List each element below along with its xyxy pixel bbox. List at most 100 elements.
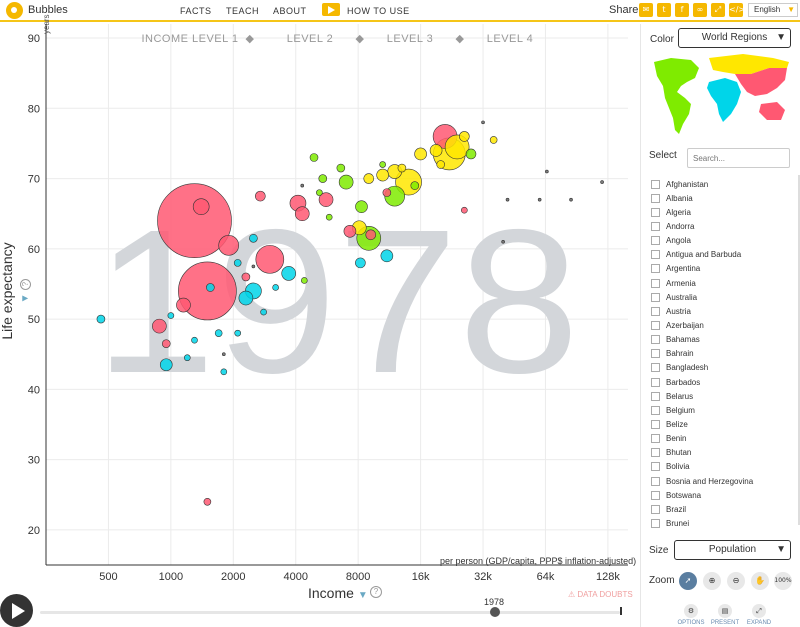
- country-bubble[interactable]: [234, 329, 241, 337]
- country-bubble[interactable]: [96, 314, 106, 324]
- country-bubble[interactable]: [260, 308, 267, 316]
- country-bubble[interactable]: [220, 368, 228, 376]
- country-list-item[interactable]: Antigua and Barbuda: [651, 248, 799, 262]
- country-checkbox[interactable]: [651, 490, 660, 500]
- country-list-item[interactable]: Bahrain: [651, 347, 799, 361]
- country-bubble[interactable]: [191, 336, 198, 344]
- country-list-item[interactable]: Albania: [651, 191, 799, 205]
- country-bubble[interactable]: [459, 131, 470, 142]
- country-bubble[interactable]: [489, 136, 498, 144]
- country-bubble[interactable]: [461, 206, 468, 214]
- country-list-item[interactable]: Austria: [651, 304, 799, 318]
- country-bubble[interactable]: [465, 148, 477, 160]
- country-checkbox[interactable]: [651, 377, 660, 387]
- zoom-out-icon[interactable]: ⊖: [727, 572, 745, 590]
- country-checkbox[interactable]: [651, 207, 660, 217]
- country-checkbox[interactable]: [651, 462, 660, 472]
- country-list-item[interactable]: Belarus: [651, 389, 799, 403]
- country-checkbox[interactable]: [651, 363, 660, 373]
- country-bubble[interactable]: [272, 284, 279, 291]
- country-bubble[interactable]: [382, 188, 392, 197]
- country-list-item[interactable]: Bangladesh: [651, 361, 799, 375]
- country-bubble[interactable]: [238, 290, 254, 306]
- country-bubble[interactable]: [249, 233, 258, 243]
- country-bubble[interactable]: [363, 173, 375, 184]
- how-to-use-play-icon[interactable]: [322, 3, 340, 16]
- country-bubble[interactable]: [414, 147, 427, 161]
- map-africa[interactable]: [707, 78, 741, 122]
- country-bubble[interactable]: [505, 197, 510, 202]
- country-bubble[interactable]: [255, 190, 266, 202]
- country-checkbox[interactable]: [651, 179, 660, 189]
- map-asia[interactable]: [735, 68, 787, 120]
- country-checkbox[interactable]: [651, 405, 660, 415]
- country-bubble[interactable]: [379, 161, 386, 168]
- country-bubble[interactable]: [218, 235, 239, 256]
- country-bubble[interactable]: [501, 240, 505, 244]
- country-bubble[interactable]: [316, 189, 323, 196]
- world-map-legend[interactable]: [651, 52, 791, 142]
- map-americas[interactable]: [654, 58, 699, 134]
- country-bubble[interactable]: [157, 183, 232, 259]
- country-search-input[interactable]: [687, 148, 790, 168]
- map-europe[interactable]: [709, 54, 789, 74]
- country-bubble[interactable]: [376, 168, 389, 182]
- options-button[interactable]: ⚙ OPTIONS: [676, 604, 706, 626]
- nav-facts[interactable]: FACTS: [180, 6, 212, 16]
- dropdown-triangle-icon[interactable]: ▼: [357, 590, 368, 601]
- country-bubble[interactable]: [294, 206, 310, 222]
- country-checkbox[interactable]: [651, 518, 660, 528]
- country-bubble[interactable]: [355, 257, 366, 269]
- country-checkbox[interactable]: [651, 193, 660, 203]
- country-bubble[interactable]: [241, 272, 251, 282]
- country-bubble[interactable]: [338, 174, 354, 190]
- country-bubble[interactable]: [481, 120, 485, 125]
- country-list-item[interactable]: Bosnia and Herzegovina: [651, 474, 799, 488]
- country-list-item[interactable]: Argentina: [651, 262, 799, 276]
- timeline-slider[interactable]: [40, 611, 620, 614]
- country-bubble[interactable]: [397, 163, 407, 173]
- list-scrollbar[interactable]: [798, 175, 800, 525]
- country-list-item[interactable]: Benin: [651, 432, 799, 446]
- cursor-arrow-icon[interactable]: ➚: [679, 572, 697, 590]
- country-bubble[interactable]: [206, 283, 215, 292]
- country-checkbox[interactable]: [651, 504, 660, 514]
- country-list-item[interactable]: Australia: [651, 290, 799, 304]
- country-list-item[interactable]: Afghanistan: [651, 177, 799, 191]
- data-doubts-link[interactable]: ⚠ DATA DOUBTS: [568, 590, 633, 599]
- country-checkbox[interactable]: [651, 264, 660, 274]
- country-checkbox[interactable]: [651, 391, 660, 401]
- country-list-item[interactable]: Bahamas: [651, 333, 799, 347]
- country-bubble[interactable]: [343, 224, 357, 238]
- country-checkbox[interactable]: [651, 419, 660, 429]
- country-bubble[interactable]: [410, 181, 420, 190]
- country-list-item[interactable]: Botswana: [651, 488, 799, 502]
- country-bubble[interactable]: [336, 163, 346, 173]
- country-list-item[interactable]: Algeria: [651, 205, 799, 219]
- country-list-item[interactable]: Azerbaijan: [651, 318, 799, 332]
- country-checkbox[interactable]: [651, 250, 660, 260]
- pan-hand-icon[interactable]: ✋: [751, 572, 769, 590]
- country-bubble[interactable]: [183, 354, 191, 362]
- country-checkbox[interactable]: [651, 292, 660, 302]
- country-list-item[interactable]: Angola: [651, 234, 799, 248]
- country-bubble[interactable]: [325, 213, 333, 221]
- size-select[interactable]: Population ▼: [674, 540, 791, 560]
- twitter-icon[interactable]: t: [657, 3, 671, 17]
- country-bubble[interactable]: [178, 261, 237, 321]
- country-bubble[interactable]: [233, 259, 242, 267]
- help-icon[interactable]: ?: [20, 278, 31, 290]
- country-list-item[interactable]: Armenia: [651, 276, 799, 290]
- country-bubble[interactable]: [203, 497, 212, 506]
- country-list-item[interactable]: Belize: [651, 417, 799, 431]
- country-bubble[interactable]: [537, 197, 542, 202]
- country-list-item[interactable]: Bhutan: [651, 446, 799, 460]
- country-bubble[interactable]: [318, 192, 334, 207]
- country-checkbox[interactable]: [651, 236, 660, 246]
- country-bubble[interactable]: [380, 249, 394, 263]
- country-bubble[interactable]: [309, 153, 319, 162]
- nav-how-to-use[interactable]: HOW TO USE: [347, 6, 410, 16]
- play-button[interactable]: [0, 594, 33, 627]
- gapminder-logo-icon[interactable]: [6, 2, 23, 19]
- country-checkbox[interactable]: [651, 221, 660, 231]
